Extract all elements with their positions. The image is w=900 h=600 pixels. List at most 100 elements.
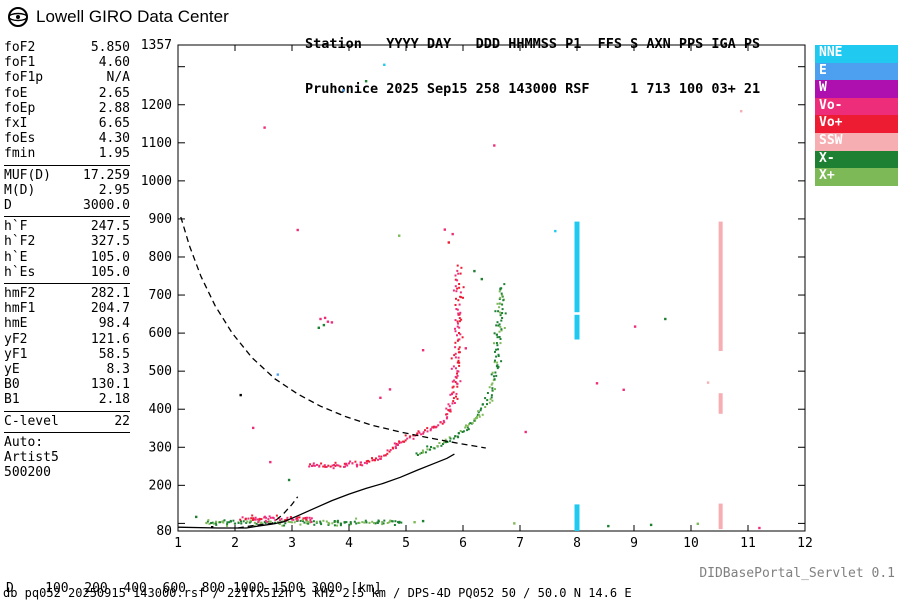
vertical-amplitude-bars <box>574 221 723 531</box>
characteristic-value: 5.850 <box>90 40 130 55</box>
characteristic-label: B0 <box>4 377 20 393</box>
characteristic-row: h`F 247.5 <box>4 219 130 234</box>
muf-table-distance-row: D 100 200 400 600 800 1000 1500 3000 [km… <box>6 581 382 596</box>
profile-curves <box>177 216 486 529</box>
svg-text:1200: 1200 <box>141 98 172 113</box>
characteristic-value: N/A <box>106 70 130 86</box>
characteristic-label: foF2 <box>4 40 36 55</box>
svg-text:800: 800 <box>149 250 172 265</box>
characteristic-label: C-level <box>4 413 59 429</box>
valley-model <box>237 496 299 529</box>
characteristic-row: fmin 1.95 <box>4 146 130 161</box>
station-header-line2: Pruhonice 2025 Sep15 258 143000 RSF 1 71… <box>305 81 761 97</box>
characteristic-row: foF2 5.850 <box>4 40 130 55</box>
characteristic-label: foF1p <box>4 70 44 86</box>
f-trace-o-mode <box>308 264 465 470</box>
characteristic-label: hmE <box>4 316 28 332</box>
svg-text:12: 12 <box>797 536 813 551</box>
characteristic-label: D <box>4 198 12 214</box>
characteristic-label: foEp <box>4 100 36 116</box>
legend: NNE E W Vo- Vo+ SSW X- X+ <box>815 45 898 186</box>
characteristic-value: 3000.0 <box>83 198 130 214</box>
characteristic-label: h`F <box>4 219 28 235</box>
characteristic-label: 500200 <box>4 465 51 481</box>
characteristic-label: MUF(D) <box>4 167 51 183</box>
svg-text:2: 2 <box>231 536 239 551</box>
characteristic-label: hmF2 <box>4 286 36 302</box>
characteristic-label: h`Es <box>4 264 36 280</box>
characteristics-group: Auto: Artist5 500200 <box>4 431 130 484</box>
measurement-description: db pq052 20250915 143000.rsf / 221fx512h… <box>3 586 632 600</box>
svg-text:700: 700 <box>149 288 172 303</box>
characteristic-row: foEp 2.88 <box>4 101 130 116</box>
characteristic-label: h`F2 <box>4 234 36 250</box>
plot-axes: 1 2 3 4 5 6 7 8 9 10 11 128020030040050060070080090… <box>141 38 813 551</box>
characteristic-value: 204.7 <box>90 301 130 317</box>
characteristic-row: foE 2.65 <box>4 86 130 101</box>
characteristics-group: hmF2 282.1 hmF1 204.7 hmE 98.4 yF2 121.6 yF1 58.5… <box>4 283 130 411</box>
characteristic-row: h`F2 327.5 <box>4 234 130 249</box>
characteristics-group: MUF(D) 17.259 M(D) 2.95 D 3000.0 <box>4 164 130 217</box>
characteristic-row: C-level 22 <box>4 414 130 429</box>
characteristic-row: foF1 4.60 <box>4 55 130 70</box>
brand-text: Lowell GIRO Data Center <box>36 7 229 26</box>
characteristic-row: yE 8.3 <box>4 362 130 377</box>
characteristic-value: 4.30 <box>98 131 130 147</box>
characteristic-row: fxI 6.65 <box>4 116 130 131</box>
characteristic-row: Auto: <box>4 435 130 450</box>
characteristics-group: foF2 5.850 foF1 4.60 foF1p N/A foE 2.65 foEp 2.88… <box>4 38 130 165</box>
svg-text:9: 9 <box>630 536 638 551</box>
characteristic-label: yF1 <box>4 346 28 362</box>
svg-text:1100: 1100 <box>141 136 172 151</box>
characteristics-group: h`F 247.5 h`F2 327.5 h`E 105.0 h`Es 105.0 <box>4 216 130 283</box>
characteristic-label: hmF1 <box>4 301 36 317</box>
characteristic-value: 2.65 <box>98 85 130 101</box>
svg-text:400: 400 <box>149 402 172 417</box>
legend-item-e: E <box>815 62 898 81</box>
characteristic-row: foF1p N/A <box>4 70 130 85</box>
svg-text:300: 300 <box>149 440 172 455</box>
characteristic-value: 2.88 <box>98 100 130 116</box>
characteristic-value: 6.65 <box>98 116 130 132</box>
characteristic-value: 2.95 <box>98 182 130 198</box>
svg-text:200: 200 <box>149 478 172 493</box>
svg-text:6: 6 <box>459 536 467 551</box>
characteristic-row: foEs 4.30 <box>4 131 130 146</box>
characteristic-value: 105.0 <box>90 249 130 265</box>
true-height-profile <box>177 453 455 529</box>
legend-item-nne: NNE <box>815 45 898 63</box>
characteristic-row: yF1 58.5 <box>4 347 130 362</box>
svg-text:80: 80 <box>156 524 172 539</box>
characteristic-label: h`E <box>4 249 28 265</box>
es-trace-o <box>239 514 313 524</box>
characteristic-value: 130.1 <box>90 377 130 393</box>
characteristic-label: Auto: <box>4 434 44 450</box>
svg-text:600: 600 <box>149 326 172 341</box>
legend-item-vo: Vo+ <box>815 115 898 133</box>
characteristic-row: Artist5 <box>4 450 130 465</box>
noise-speckles <box>195 63 761 530</box>
characteristic-value: 22 <box>114 413 130 429</box>
characteristic-row: h`Es 105.0 <box>4 265 130 280</box>
characteristic-row: 500200 <box>4 465 130 480</box>
characteristic-label: foEs <box>4 131 36 147</box>
characteristics-panel: foF2 5.850 foF1 4.60 foF1p N/A foE 2.65 foEp 2.88… <box>4 38 130 483</box>
characteristic-label: foE <box>4 85 28 101</box>
svg-text:900: 900 <box>149 212 172 227</box>
characteristic-value: 282.1 <box>90 286 130 302</box>
characteristic-label: M(D) <box>4 182 36 198</box>
legend-item-ssw: SSW <box>815 132 898 151</box>
characteristic-row: hmE 98.4 <box>4 316 130 331</box>
characteristic-value: 247.5 <box>90 219 130 235</box>
characteristic-row: h`E 105.0 <box>4 250 130 265</box>
characteristic-value: 2.18 <box>98 392 130 408</box>
characteristic-label: fmin <box>4 146 36 162</box>
characteristic-row: D 3000.0 <box>4 198 130 213</box>
characteristic-label: foF1 <box>4 55 36 71</box>
giro-globe-icon <box>8 7 28 27</box>
characteristic-label: yE <box>4 362 20 378</box>
characteristic-value: 4.60 <box>98 55 130 71</box>
svg-text:10: 10 <box>683 536 699 551</box>
